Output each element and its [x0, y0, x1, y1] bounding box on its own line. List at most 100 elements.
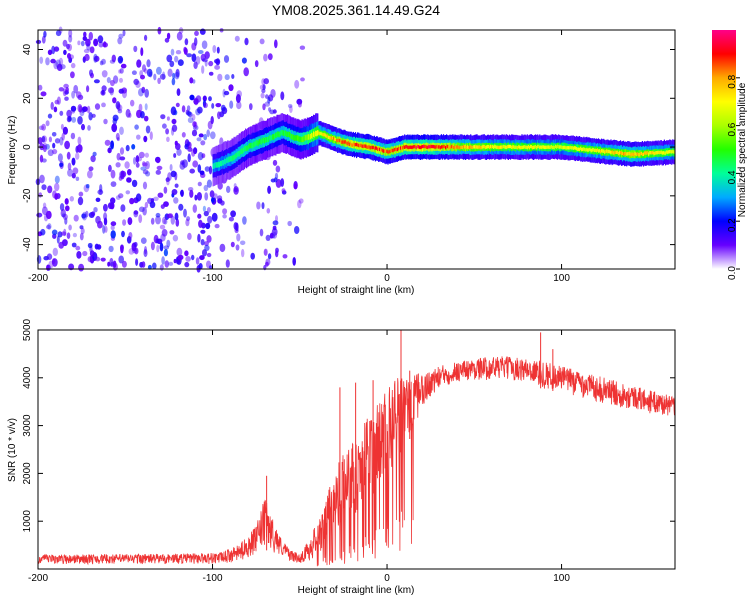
spectrogram-track-cell — [328, 136, 330, 140]
spectrogram-cell — [144, 34, 148, 42]
y-tick-label: 20 — [22, 92, 33, 104]
spectrogram-track-cell — [618, 151, 620, 155]
spectrogram-cell — [153, 73, 157, 81]
spectrogram-track-cell — [563, 145, 565, 150]
spectrogram-track-cell — [274, 133, 276, 139]
spectrogram-cell — [242, 216, 247, 225]
spectrogram-cell — [127, 169, 132, 176]
spectrogram-track-cell — [542, 145, 544, 149]
spectrogram-cell — [45, 210, 52, 220]
spectrogram-track-cell — [459, 145, 461, 150]
spectrogram-track-cell — [366, 145, 368, 149]
spectrogram-cell — [41, 184, 47, 191]
spectrogram-cell — [118, 88, 125, 94]
spectrogram-track-cell — [250, 142, 252, 149]
spectrogram-cell — [230, 241, 235, 248]
spectrogram-cell — [89, 46, 95, 54]
spectrogram-track-cell — [322, 133, 324, 137]
spectrogram-track-cell — [548, 145, 550, 149]
spectrogram-track-cell — [303, 135, 305, 142]
spectrogram-cell — [235, 222, 239, 232]
spectrogram-cell — [103, 41, 107, 48]
spectrogram-track-cell — [452, 144, 454, 149]
spectrogram-track-cell — [535, 145, 537, 149]
spectrogram-track-cell — [267, 136, 269, 143]
spectrogram-cell — [120, 204, 126, 212]
spectrogram-cell — [37, 137, 43, 145]
spectrogram-cell — [202, 95, 207, 102]
spectrogram-track-cell — [337, 138, 339, 143]
spectrogram-track-cell — [408, 145, 410, 150]
spectrogram-track-cell — [543, 145, 545, 149]
spectrogram-track-cell — [311, 132, 313, 139]
spectrogram-track-cell — [264, 137, 267, 143]
spectrogram-cell — [211, 197, 215, 203]
spectrogram-track-cell — [585, 148, 587, 152]
spectrogram-cell — [80, 227, 85, 235]
spectrogram-cell — [228, 84, 234, 92]
spectrogram-cell — [117, 55, 124, 64]
spectrogram-cell — [131, 144, 136, 150]
spectrogram-track-cell — [598, 149, 601, 153]
spectrogram-track-cell — [653, 151, 655, 156]
spectrogram-track-cell — [435, 145, 437, 149]
spectrogram-cell — [86, 43, 91, 51]
spectrogram-cell — [71, 172, 76, 179]
spectrogram-cell — [181, 132, 186, 138]
spectrogram-cell — [103, 203, 108, 212]
spectrogram-track-cell — [257, 140, 259, 147]
spectrogram-cell — [138, 214, 143, 224]
spectrogram-cell — [181, 105, 186, 113]
snr-panel: -200 -100 0 100 1000 2000 3000 4000 5000 Height… — [7, 318, 676, 596]
spectrogram-track-cell — [576, 147, 579, 151]
spectrogram-cell — [199, 28, 206, 35]
spectrogram-cell — [249, 103, 253, 111]
spectrogram-cell — [88, 112, 93, 121]
spectrogram-cell — [155, 238, 159, 244]
spectrogram-track-cell — [289, 131, 291, 138]
spectrogram-track-cell — [376, 147, 379, 151]
spectrogram-track-cell — [668, 150, 670, 154]
spectrogram-track-cell — [248, 143, 250, 150]
spectrogram-cell — [39, 154, 44, 163]
spectrogram-track-cell — [629, 151, 631, 156]
spectrogram-track-cell — [478, 145, 480, 149]
spectrogram-cell — [78, 105, 83, 113]
spectrogram-cell — [99, 60, 104, 66]
spectrogram-track-cell — [467, 145, 469, 149]
spectrogram-cell — [174, 183, 179, 188]
spectrogram-cell — [93, 79, 100, 84]
spectrogram-cell — [70, 132, 76, 140]
spectrogram-track-cell — [640, 151, 642, 156]
spectrogram-cell — [175, 68, 180, 78]
spectrogram-track-cell — [534, 145, 536, 149]
spectrogram-track-cell — [217, 161, 219, 168]
spectrogram-track-cell — [368, 145, 370, 149]
spectrogram-cell — [115, 162, 121, 168]
spectrogram-track-cell — [595, 149, 597, 153]
spectrogram-cell — [131, 179, 138, 188]
spectrogram-cell — [87, 125, 91, 131]
spectrogram-track-cell — [414, 145, 416, 149]
spectrogram-track-cell — [373, 147, 375, 151]
spectrogram-cell — [48, 136, 53, 143]
spectrogram-cell — [116, 104, 123, 111]
spectrogram-cell — [79, 225, 84, 230]
spectrogram-cell — [240, 240, 246, 246]
spectrogram-track-cell — [402, 146, 404, 150]
spectrogram-cell — [40, 228, 46, 236]
spectrogram-track-cell — [330, 136, 332, 140]
spectrogram-cell — [280, 178, 285, 187]
spectrogram-cell — [197, 152, 204, 161]
spectrogram-track-cell — [242, 147, 245, 153]
spectrogram-track-cell — [317, 130, 319, 136]
spectrogram-track-cell — [341, 140, 343, 144]
snr-y-label: SNR (10 * v/v) — [7, 418, 18, 482]
spectrogram-track-cell — [567, 146, 569, 150]
spectrogram-cell — [112, 118, 118, 125]
spectrogram-track-cell — [670, 149, 672, 154]
spectrogram-cell — [155, 169, 161, 175]
spectrogram-cell — [262, 103, 266, 111]
spectrogram-track-cell — [506, 145, 508, 149]
spectrogram-track-cell — [448, 146, 450, 150]
